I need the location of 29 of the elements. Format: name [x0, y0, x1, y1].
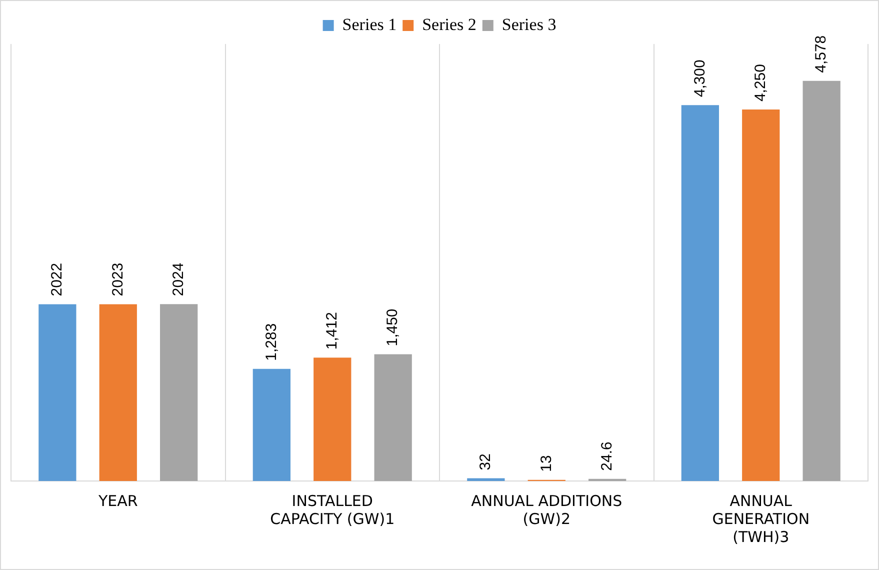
legend-label: Series 2 [422, 14, 476, 34]
data-label: 4,578 [812, 35, 830, 73]
x-tick-label: ANNUAL GENERATION (TWH)3 [712, 492, 810, 546]
bar [681, 105, 719, 481]
data-label: 4,250 [752, 64, 770, 102]
bar [742, 110, 780, 481]
legend-label: Series 1 [342, 14, 397, 34]
bar [99, 304, 137, 481]
legend-label: Series 3 [502, 14, 556, 34]
bar [314, 358, 352, 481]
data-label: 2022 [48, 262, 66, 296]
bar [252, 368, 290, 481]
data-label: 1,450 [384, 308, 402, 346]
data-label: 2024 [170, 262, 187, 296]
x-tick-label: INSTALLED CAPACITY (GW)1 [270, 492, 395, 528]
bar [38, 304, 76, 481]
bar [374, 354, 412, 481]
data-label: 4,300 [691, 60, 708, 98]
data-label: 1,412 [324, 312, 341, 350]
bar [160, 304, 198, 481]
data-label: 1,283 [262, 323, 280, 361]
bar [467, 478, 505, 481]
x-tick-label: YEAR [97, 492, 138, 510]
data-label: 13 [538, 455, 555, 472]
data-label: 2023 [109, 262, 126, 296]
x-tick-label: ANNUAL ADDITIONS (GW)2 [471, 492, 622, 528]
data-label: 32 [477, 454, 494, 470]
bar [802, 80, 840, 481]
data-label: 24.6 [598, 442, 616, 471]
